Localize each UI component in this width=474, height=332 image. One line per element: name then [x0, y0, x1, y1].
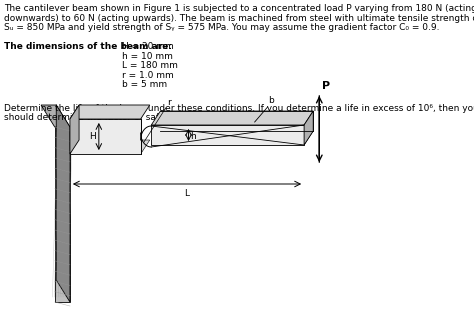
Text: L = 180 mm: L = 180 mm [122, 61, 177, 70]
Polygon shape [70, 140, 150, 154]
Polygon shape [151, 111, 313, 125]
Text: P: P [322, 81, 330, 91]
Text: The cantilever beam shown in Figure 1 is subjected to a concentrated load P vary: The cantilever beam shown in Figure 1 is… [4, 4, 474, 13]
Text: h = 10 mm: h = 10 mm [122, 51, 173, 60]
Text: downwards) to 60 N (acting upwards). The beam is machined from steel with ultima: downwards) to 60 N (acting upwards). The… [4, 14, 474, 23]
Polygon shape [70, 119, 141, 154]
Text: H: H [89, 132, 96, 141]
Text: H = 20 mm: H = 20 mm [122, 42, 173, 51]
Polygon shape [56, 105, 70, 302]
Text: L: L [184, 189, 190, 198]
Polygon shape [151, 125, 304, 145]
Text: The dimensions of the beam are:: The dimensions of the beam are: [4, 42, 172, 51]
Text: b = 5 mm: b = 5 mm [122, 80, 167, 89]
Polygon shape [41, 105, 70, 127]
Text: should determine the factor of safety for the component.: should determine the factor of safety fo… [4, 113, 264, 122]
Polygon shape [70, 105, 150, 119]
Polygon shape [70, 105, 79, 154]
Text: h: h [190, 131, 196, 140]
Text: r = 1.0 mm: r = 1.0 mm [122, 70, 173, 79]
Text: Sᵤ = 850 MPa and yield strength of Sᵧ = 575 MPa. You may assume the gradient fac: Sᵤ = 850 MPa and yield strength of Sᵧ = … [4, 23, 439, 32]
Text: b: b [268, 96, 274, 105]
Text: r: r [167, 98, 171, 107]
Polygon shape [304, 111, 313, 145]
Polygon shape [55, 127, 70, 302]
Polygon shape [151, 131, 313, 145]
Text: Determine the life of the beam under these conditions. If you determine a life i: Determine the life of the beam under the… [4, 104, 474, 113]
